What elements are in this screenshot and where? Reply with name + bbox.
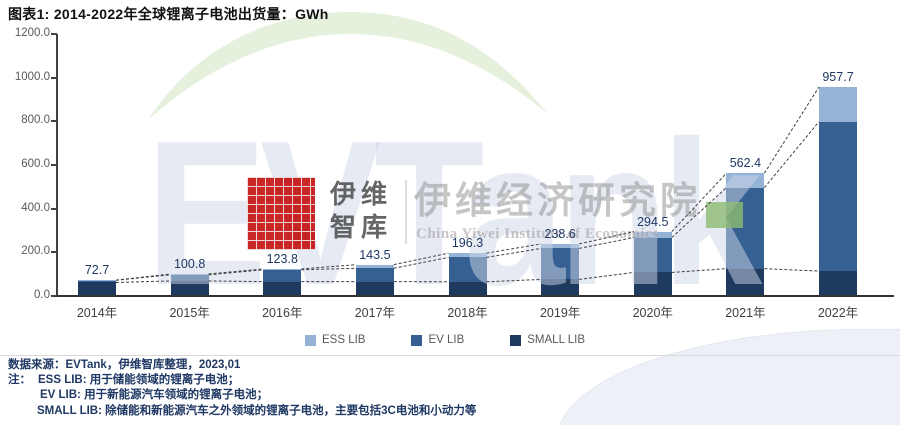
legend: ESS LIB EV LIB SMALL LIB [0, 334, 890, 346]
y-axis-tick-label: 400.0 [21, 201, 50, 214]
bar-segment-small-lib [633, 272, 672, 296]
bar-segment-small-lib [448, 281, 487, 296]
bar-value-label: 957.7 [822, 69, 854, 84]
yiwei-red-logo [247, 177, 315, 250]
yiwei-logo-line1: 伊维 [330, 179, 393, 209]
bar-segment-ev-lib [726, 187, 765, 269]
bar-value-label: 238.6 [544, 226, 576, 241]
footer-divider [0, 355, 900, 356]
y-axis-tick-label: 1000.0 [14, 70, 50, 83]
bar-value-label: 196.3 [451, 236, 484, 251]
legend-item-ev-lib: EV LIB [411, 334, 464, 346]
y-axis-tick-label: 1200.0 [14, 27, 50, 39]
bar-segment-ev-lib [819, 121, 857, 272]
y-axis-tick-mark [51, 295, 57, 297]
bar-value-label: 72.7 [84, 263, 110, 278]
x-axis-label: 2019年 [539, 306, 581, 320]
y-axis-tick-mark [51, 120, 57, 123]
yiwei-logo-text: 伊维 智库 [330, 178, 392, 244]
legend-label: ESS LIB [321, 334, 366, 346]
y-axis-tick-label: 800.0 [21, 114, 50, 127]
x-axis-label: 2018年 [447, 306, 488, 320]
y-axis-tick-mark [51, 207, 57, 210]
legend-item-ess-lib: ESS LIB [304, 334, 366, 346]
bar-segment-small-lib [355, 281, 394, 296]
x-axis-label: 2017年 [354, 306, 396, 320]
bar-segment-ev-lib [541, 248, 580, 280]
legend-label: EV LIB [428, 334, 465, 346]
bar-segment-ess-lib [263, 268, 302, 270]
x-axis-label: 2014年 [76, 306, 118, 320]
footnotes: 数据来源：EVTank，伊维智库整理，2023,01 注： ESS LIB: 用于… [8, 358, 476, 419]
y-axis-tick-label: 0.0 [34, 289, 50, 301]
y-axis-line [56, 34, 58, 296]
legend-label: SMALL LIB [527, 334, 586, 346]
footnote-note-label: 注： [8, 374, 31, 387]
bar-segment-ev-lib [78, 280, 116, 283]
yiwei-logo-line2: 智库 [330, 212, 393, 242]
bar-segment-ess-lib [355, 264, 394, 269]
institute-name-cn: 伊维经济研究院 [414, 180, 701, 221]
bar-segment-ess-lib [170, 273, 209, 275]
bar-segment-small-lib [78, 282, 116, 296]
bar-value-label: 562.4 [729, 156, 762, 171]
bar-segment-ev-lib [170, 274, 209, 281]
bar-segment-ev-lib [355, 268, 394, 282]
logo-divider-rule [405, 180, 407, 244]
x-axis-label: 2021年 [725, 306, 766, 320]
bar-segment-ess-lib [819, 86, 857, 122]
bar-value-label: 123.8 [266, 251, 298, 266]
footnote-note1-text: ESS LIB: 用于储能领域的锂离子电池； [38, 374, 240, 387]
x-axis-label: 2022年 [817, 306, 859, 320]
bar-segment-ev-lib [633, 237, 672, 273]
bar-value-label: 294.5 [637, 214, 669, 229]
legend-swatch [411, 334, 423, 346]
bar-segment-small-lib [170, 280, 209, 296]
watermark-green-square [706, 202, 743, 228]
bar-segment-small-lib [726, 268, 765, 296]
bar-segment-ev-lib [448, 257, 487, 282]
x-axis-line [56, 295, 894, 297]
chart-title: 图表1: 2014-2022年全球锂离子电池出货量：GWh [8, 6, 329, 22]
series-line [763, 121, 820, 189]
y-axis-tick-label: 600.0 [21, 158, 50, 170]
bar-segment-small-lib [541, 279, 580, 296]
footnote-note1: 注： ESS LIB: 用于储能领域的锂离子电池； [8, 373, 476, 388]
series-line [764, 268, 820, 272]
footnote-note3: SMALL LIB: 除储能和新能源汽车之外领域的锂离子电池，主要包括3C电池和… [37, 404, 477, 417]
y-axis-tick-mark [51, 76, 57, 79]
legend-swatch [510, 334, 522, 346]
footnote-source: 数据来源：EVTank，伊维智库整理，2023,01 [8, 359, 241, 371]
bar-segment-ess-lib [541, 243, 580, 249]
bar-segment-ess-lib [726, 173, 765, 188]
bar-segment-ess-lib [78, 280, 116, 281]
legend-item-small-lib: SMALL LIB [510, 334, 585, 346]
footnote-note2: EV LIB: 用于新能源汽车领域的锂离子电池； [40, 389, 269, 402]
x-axis-label: 2016年 [262, 306, 303, 320]
y-axis-tick-label: 200.0 [21, 245, 50, 258]
bar-segment-ess-lib [448, 253, 487, 258]
bar-segment-small-lib [263, 281, 302, 296]
x-axis-label: 2015年 [169, 306, 210, 320]
y-axis-tick-mark [51, 33, 57, 35]
bar-value-label: 143.5 [359, 247, 391, 262]
bar-segment-ess-lib [633, 231, 672, 238]
bar-value-label: 100.8 [173, 256, 206, 271]
bar-segment-small-lib [819, 271, 857, 296]
bar-segment-ev-lib [263, 269, 302, 282]
y-axis-tick-mark [51, 251, 57, 254]
x-axis-label: 2020年 [632, 306, 673, 320]
y-axis-tick-mark [51, 164, 57, 166]
legend-swatch [304, 334, 316, 346]
